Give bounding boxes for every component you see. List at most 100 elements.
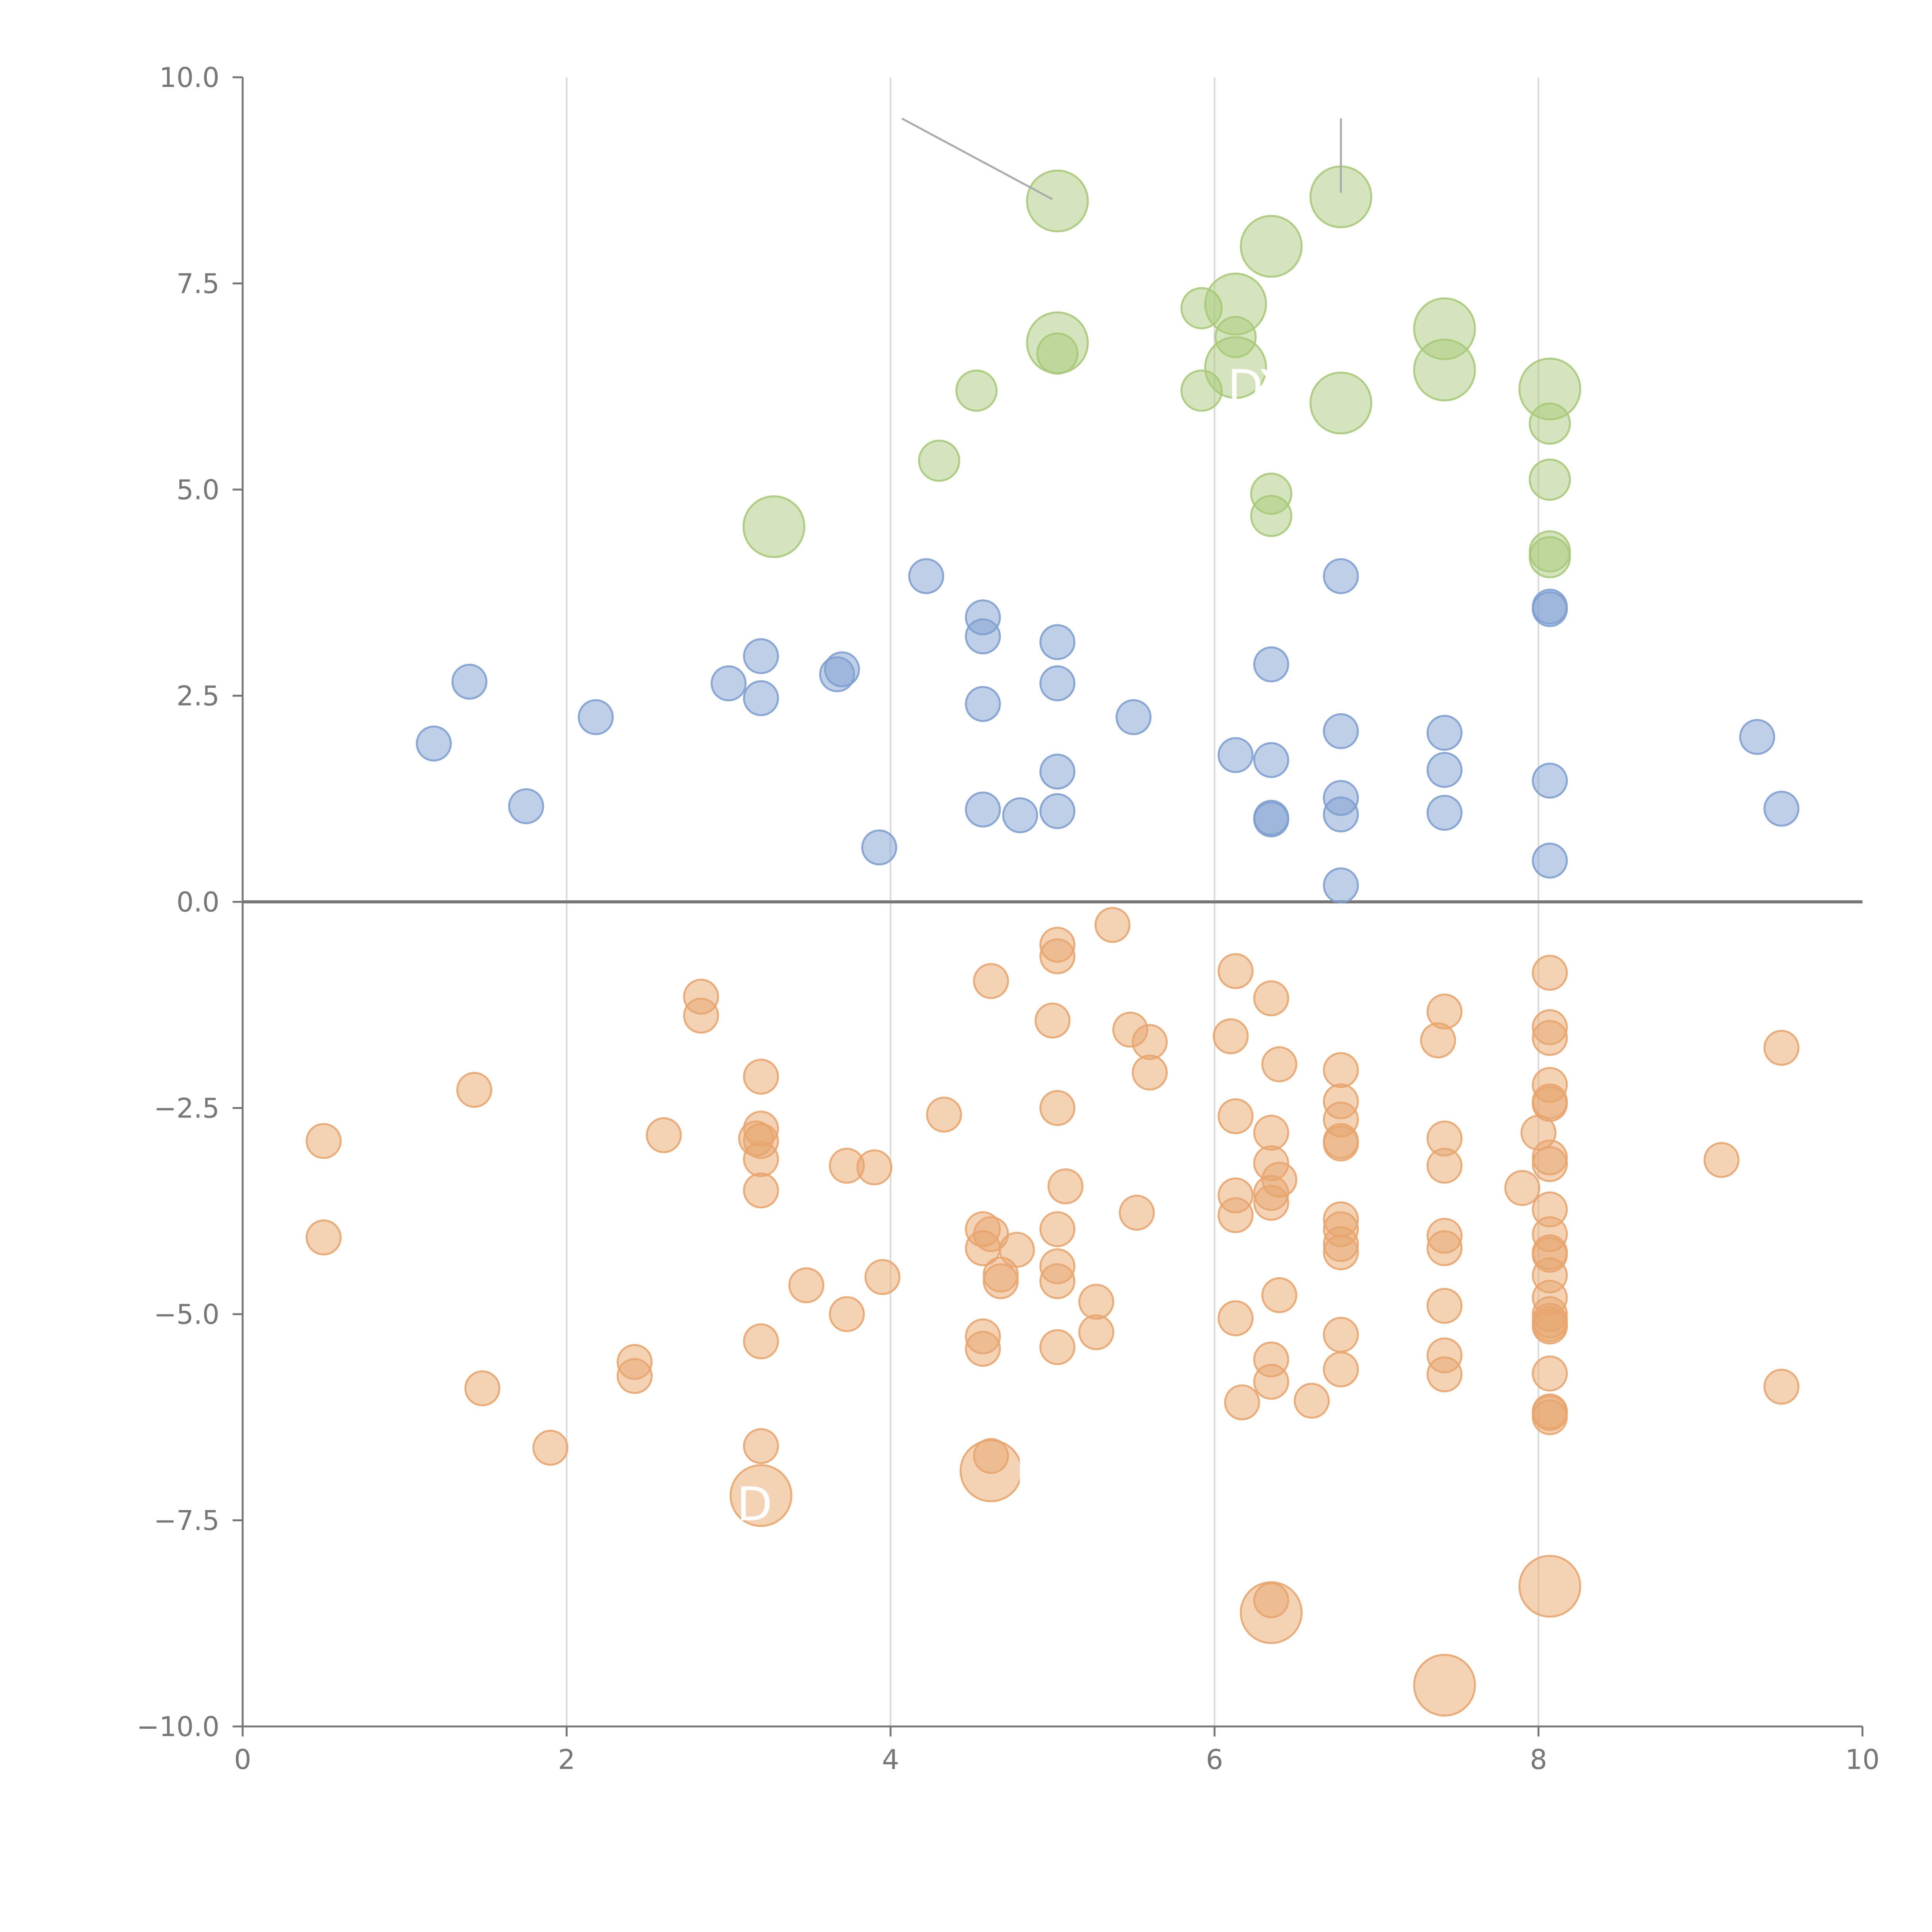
point-green (1180, 287, 1223, 330)
point-blue (1253, 646, 1289, 682)
point-orange (306, 1123, 342, 1159)
point-orange (1213, 1018, 1249, 1054)
point-orange (1218, 1098, 1254, 1134)
point-orange (743, 1172, 779, 1209)
point-orange (1323, 1234, 1359, 1270)
point-orange (306, 1219, 342, 1256)
point-orange (616, 1358, 653, 1394)
point-orange (1039, 1090, 1076, 1126)
point-orange (1253, 1364, 1289, 1400)
point-orange (730, 1464, 793, 1527)
point-orange (1253, 980, 1289, 1017)
point-blue (965, 618, 1001, 655)
point-orange (1218, 1300, 1254, 1337)
point-orange (1253, 1115, 1289, 1151)
x-tick-label: 10 (1845, 1744, 1879, 1776)
point-label: D (737, 1478, 772, 1532)
point-orange (1323, 1052, 1359, 1088)
point-orange (683, 997, 719, 1034)
point-green (1529, 536, 1571, 578)
point-orange (1763, 1030, 1799, 1066)
y-tick-label: −7.5 (154, 1505, 219, 1537)
point-green (1250, 495, 1293, 537)
point-orange (743, 1141, 779, 1177)
point-green (742, 495, 806, 558)
point-orange (1413, 1654, 1476, 1717)
point-blue (1039, 753, 1076, 790)
point-orange (864, 1259, 901, 1295)
y-tick-label: 2.5 (177, 680, 219, 712)
point-blue (1426, 795, 1463, 831)
point-blue (1532, 842, 1568, 879)
point-orange (1039, 1329, 1076, 1365)
point-green (1180, 369, 1223, 412)
point-blue (965, 791, 1001, 828)
point-blue (1039, 624, 1076, 660)
point-blue (1253, 742, 1289, 778)
point-blue (965, 686, 1001, 722)
point-orange (1426, 1356, 1463, 1393)
point-orange (1426, 1288, 1463, 1324)
point-orange (1703, 1142, 1740, 1178)
point-orange (1323, 1351, 1359, 1388)
y-tick-label: 0.0 (177, 886, 219, 918)
point-label: U (1477, 278, 1511, 332)
point-orange (464, 1370, 500, 1406)
point-orange (1532, 1355, 1568, 1392)
point-blue (743, 680, 779, 716)
point-blue (711, 665, 747, 701)
point-orange (1323, 1316, 1359, 1353)
point-orange (1532, 1308, 1568, 1345)
point-label: C (1360, 546, 1393, 600)
point-blue (1039, 793, 1076, 829)
point-blue (1739, 719, 1776, 755)
point-orange (1261, 1277, 1298, 1313)
point-blue (416, 725, 452, 762)
point-blue (1002, 797, 1038, 833)
point-blue (508, 788, 544, 824)
point-orange (1094, 907, 1131, 943)
point-orange (856, 1149, 893, 1185)
x-tick-label: 6 (1206, 1744, 1223, 1776)
point-orange (788, 1267, 825, 1303)
point-orange (1532, 1399, 1568, 1435)
point-green (1529, 458, 1571, 501)
point-blue (1426, 715, 1463, 751)
y-tick-label: 5.0 (177, 474, 219, 506)
point-orange (983, 1263, 1019, 1299)
point-green (1026, 169, 1089, 233)
point-orange (1119, 1195, 1155, 1231)
point-orange (1039, 1263, 1076, 1299)
point-orange (1224, 1384, 1260, 1420)
point-orange (1039, 938, 1076, 975)
point-blue (1039, 665, 1076, 701)
point-orange (1763, 1369, 1799, 1405)
leader-line (901, 117, 1053, 201)
point-green (1413, 338, 1476, 401)
point-orange (1132, 1024, 1168, 1060)
point-blue (743, 638, 779, 674)
point-blue (1426, 752, 1463, 788)
point-labels: Y IN P D W DY U C (737, 117, 1612, 1688)
point-orange (743, 1058, 779, 1095)
point-blue (1323, 867, 1359, 903)
point-green (918, 439, 961, 482)
x-tick-label: 2 (558, 1744, 575, 1776)
point-orange (1532, 955, 1568, 991)
point-orange (973, 963, 1009, 999)
point-orange (1034, 1002, 1071, 1039)
point-blue (908, 558, 944, 594)
point-orange (456, 1072, 492, 1108)
point-orange (1323, 1125, 1359, 1162)
point-green (1036, 332, 1079, 375)
point-blue (451, 663, 488, 700)
point-orange (1078, 1284, 1114, 1320)
point-orange (646, 1117, 682, 1153)
point-orange (1532, 1020, 1568, 1056)
point-blue (819, 656, 855, 692)
point-blue (1116, 699, 1152, 735)
point-orange (1420, 1022, 1456, 1059)
point-orange (532, 1430, 568, 1466)
point-green (1309, 371, 1372, 435)
point-orange (1048, 1168, 1084, 1204)
